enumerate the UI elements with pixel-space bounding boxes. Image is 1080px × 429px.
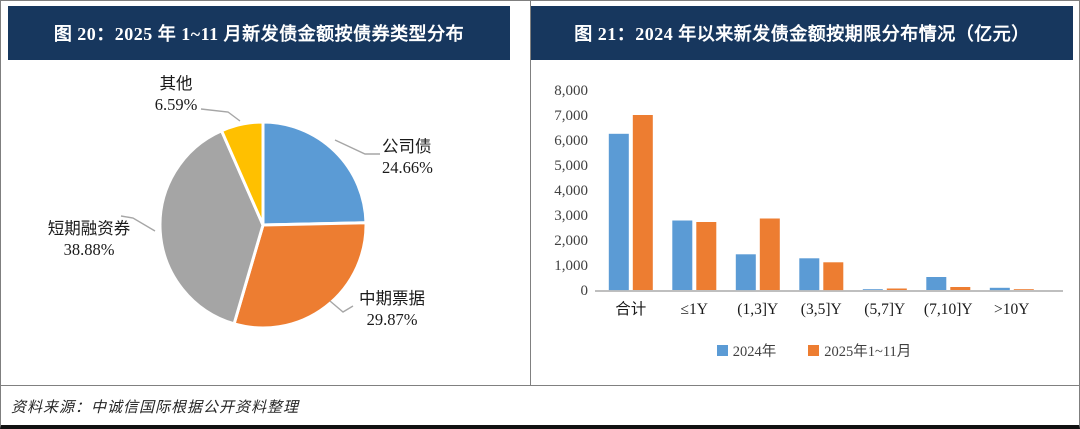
pie-leader-line-0 bbox=[334, 139, 380, 155]
pie-label-name: 公司债 bbox=[382, 137, 432, 156]
y-axis-tick-label: 4,000 bbox=[554, 183, 588, 199]
bar-chart-legend: 2024年 2025年1~11月 bbox=[531, 340, 1079, 361]
y-axis-tick-label: 5,000 bbox=[554, 158, 588, 174]
x-axis-category-label: (7,10]Y bbox=[924, 301, 973, 318]
pie-slice-1 bbox=[232, 221, 368, 330]
pie-slice-2 bbox=[158, 129, 265, 326]
bar->10Y-series-1 bbox=[1013, 289, 1034, 290]
y-axis-tick-label: 0 bbox=[581, 283, 589, 299]
source-note: 资料来源：中诚信国际根据公开资料整理 bbox=[1, 385, 1079, 426]
pie-leader-line-1 bbox=[329, 300, 354, 313]
legend-swatch-icon bbox=[808, 345, 820, 356]
y-axis-tick-label: 3,000 bbox=[554, 208, 588, 224]
y-axis-tick-label: 1,000 bbox=[554, 258, 588, 274]
pie-label-corporate-bond: 公司债 24.66% bbox=[382, 136, 482, 178]
pie-label-percent: 24.66% bbox=[382, 158, 433, 177]
pie-label-percent: 29.87% bbox=[366, 310, 418, 329]
bar-(5,7]Y-series-0 bbox=[862, 289, 883, 290]
pie-label-mtn: 中期票据 29.87% bbox=[349, 288, 435, 330]
pie-slice-0 bbox=[261, 120, 368, 227]
pie-label-other: 其他 6.59% bbox=[133, 73, 219, 115]
y-axis-tick-label: 2,000 bbox=[554, 233, 588, 249]
pie-label-percent: 6.59% bbox=[154, 95, 198, 114]
figure-columns: 图 20：2025 年 1~11 月新发债金额按债券类型分布 公司债 24.66… bbox=[1, 1, 1079, 385]
pie-leader-line-3 bbox=[200, 108, 241, 122]
legend-label: 2025年1~11月 bbox=[824, 344, 912, 360]
bar-chart: 0 1,000 2,000 3,000 4,000 5,000 6,000 7,000 8,00… bbox=[554, 83, 1063, 318]
bar-≤1Y-series-1 bbox=[696, 222, 717, 290]
bar-(7,10]Y-series-1 bbox=[950, 287, 971, 290]
x-axis-category-label: (3,5]Y bbox=[801, 301, 842, 318]
bar-chart-area: 0 1,000 2,000 3,000 4,000 5,000 6,000 7,000 8,00… bbox=[531, 60, 1079, 385]
figure-20-title: 图 20：2025 年 1~11 月新发债金额按债券类型分布 bbox=[8, 6, 510, 60]
bar->10Y-series-0 bbox=[989, 287, 1010, 291]
legend-item-0: 2024年 bbox=[716, 340, 777, 361]
bar-(5,7]Y-series-1 bbox=[886, 288, 907, 290]
pie-chart bbox=[120, 108, 380, 330]
x-axis-category-label: (1,3]Y bbox=[737, 301, 778, 318]
legend-label: 2024年 bbox=[732, 344, 777, 360]
bar-合计-series-0 bbox=[608, 133, 629, 291]
x-axis-category-label: 合计 bbox=[615, 300, 646, 318]
y-axis-tick-label: 6,000 bbox=[554, 133, 588, 149]
y-axis-tick-label: 8,000 bbox=[554, 83, 588, 99]
bar-≤1Y-series-0 bbox=[672, 220, 693, 290]
pie-leader-line-2 bbox=[120, 215, 156, 232]
pie-label-percent: 38.88% bbox=[63, 240, 115, 259]
y-axis-tick-label: 7,000 bbox=[554, 108, 588, 124]
pie-slice-3 bbox=[220, 120, 265, 227]
legend-swatch-icon bbox=[716, 345, 728, 356]
bar-合计-series-1 bbox=[632, 115, 653, 290]
figure-20-panel: 图 20：2025 年 1~11 月新发债金额按债券类型分布 公司债 24.66… bbox=[1, 1, 531, 385]
figure-21-panel: 图 21：2024 年以来新发债金额按期限分布情况（亿元） 0 1,000 2,00… bbox=[531, 1, 1079, 385]
bar-(7,10]Y-series-0 bbox=[926, 277, 947, 290]
pie-label-name: 其他 bbox=[159, 74, 193, 93]
pie-chart-area: 公司债 24.66% 中期票据 29.87% 短期融资券 38.88% 其他 6… bbox=[1, 60, 530, 385]
x-axis-category-label: ≤1Y bbox=[681, 301, 708, 318]
figure-21-title: 图 21：2024 年以来新发债金额按期限分布情况（亿元） bbox=[531, 6, 1073, 60]
bar-(1,3]Y-series-0 bbox=[735, 254, 756, 291]
legend-item-1: 2025年1~11月 bbox=[808, 340, 911, 361]
pie-label-name: 中期票据 bbox=[359, 289, 425, 308]
x-axis-category-label: (5,7]Y bbox=[864, 301, 905, 318]
bar-(1,3]Y-series-1 bbox=[759, 218, 780, 290]
bar-(3,5]Y-series-0 bbox=[799, 258, 820, 291]
bar-(3,5]Y-series-1 bbox=[823, 262, 844, 291]
pie-label-short-term-bills: 短期融资券 38.88% bbox=[29, 218, 149, 260]
x-axis-category-label: >10Y bbox=[994, 301, 1029, 318]
pie-label-name: 短期融资券 bbox=[47, 219, 131, 238]
